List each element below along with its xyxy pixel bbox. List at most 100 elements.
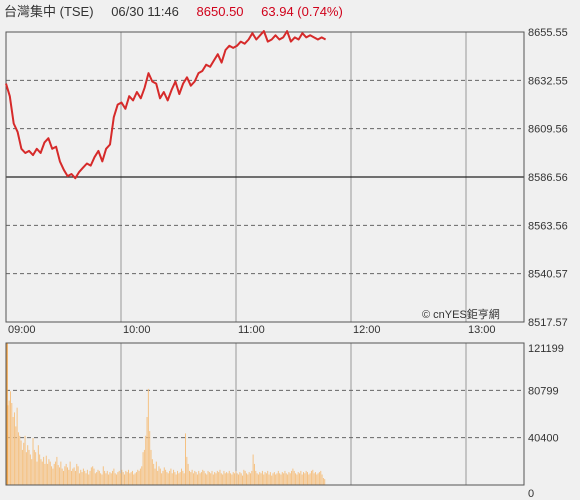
volume-bar [138, 470, 140, 485]
volume-bar [110, 473, 112, 485]
volume-bar [297, 472, 299, 485]
volume-bar [88, 474, 90, 485]
volume-bar [36, 461, 38, 485]
cnyes-watermark: © cnYES鉅亨網 [422, 307, 500, 321]
price-series-line [5, 30, 327, 180]
volume-bar [149, 431, 151, 485]
time-x-tick-label: 12:00 [353, 324, 381, 336]
volume-bar [293, 470, 295, 485]
volume-bar [255, 470, 257, 485]
volume-bar [231, 474, 233, 485]
volume-bar [276, 473, 278, 485]
volume-bar [303, 472, 304, 485]
volume-bar [242, 475, 244, 485]
volume-bar [131, 470, 133, 485]
volume-bar [177, 470, 179, 485]
volume-bar [175, 474, 177, 485]
volume-bar [216, 470, 218, 485]
volume-bar [25, 452, 27, 485]
volume-bar [295, 473, 297, 485]
quote-header: 台灣集中 (TSE) 06/30 11:46 8650.50 63.94 (0.… [4, 1, 357, 19]
volume-bar [53, 463, 55, 485]
volume-bar [80, 469, 82, 485]
volume-bar [253, 463, 255, 485]
volume-bar [48, 459, 50, 485]
volume-bar [313, 473, 315, 485]
volume-bar [252, 454, 254, 485]
volume-bar [61, 468, 63, 485]
volume-bar [299, 473, 301, 485]
volume-bar [63, 470, 65, 485]
volume-bar [121, 469, 123, 485]
price-y-tick-label: 8632.55 [528, 75, 568, 87]
volume-bar [113, 468, 115, 485]
volume-bar [57, 465, 59, 485]
volume-bar [23, 442, 25, 485]
volume-bar [64, 466, 66, 485]
volume-bar [219, 469, 221, 485]
volume-bar [122, 472, 124, 485]
volume-bar [308, 474, 310, 485]
price-y-tick-label: 8563.56 [528, 220, 568, 232]
volume-bar [167, 473, 169, 485]
volume-bar [301, 474, 303, 485]
volume-bar [281, 472, 283, 485]
volume-bar [318, 472, 320, 485]
volume-bar [165, 469, 167, 485]
volume-bar [289, 473, 291, 485]
volume-bar [21, 449, 23, 485]
volume-bar [249, 473, 251, 485]
volume-bar [208, 472, 210, 485]
volume-bar [15, 426, 17, 485]
volume-bar [108, 474, 110, 485]
volume-y-tick-label: 80799 [528, 385, 559, 397]
volume-bar [268, 474, 270, 485]
volume-bar [29, 454, 31, 485]
volume-bar [291, 470, 293, 485]
volume-bar [129, 473, 131, 485]
volume-bar [105, 473, 107, 485]
volume-bar [49, 461, 51, 485]
volume-bar [265, 473, 267, 485]
volume-bar [210, 473, 212, 485]
volume-bar [284, 470, 286, 485]
volume-bar [305, 470, 307, 485]
index-name: 台灣集中 (TSE) [4, 4, 94, 19]
volume-bar [32, 438, 34, 485]
volume-bar [324, 479, 326, 485]
volume-bar [243, 469, 245, 485]
volume-bar [153, 463, 155, 485]
volume-bar [17, 432, 19, 485]
volume-bar [275, 474, 277, 485]
volume-bar [20, 440, 22, 485]
volume-bar [204, 473, 206, 485]
volume-bar [127, 469, 129, 485]
volume-bar [159, 468, 161, 485]
volume-bar [130, 472, 132, 485]
volume-bar [236, 473, 238, 485]
volume-bar [133, 474, 135, 485]
quote-datetime: 06/30 11:46 [111, 4, 179, 19]
volume-bar [163, 467, 165, 485]
volume-bar [215, 473, 217, 485]
volume-y-tick-label: 121199 [528, 343, 564, 355]
volume-bar [170, 468, 172, 485]
volume-bar [59, 467, 61, 485]
price-change: 63.94 (0.74%) [261, 4, 343, 19]
volume-bar [56, 456, 58, 485]
volume-bar [188, 470, 190, 485]
volume-bar [13, 412, 15, 485]
volume-bar [240, 473, 242, 485]
volume-bar [320, 470, 322, 485]
volume-bar [196, 474, 198, 485]
volume-bar [238, 474, 240, 485]
volume-bar [206, 474, 208, 485]
volume-bar [279, 473, 281, 485]
volume-bar [212, 474, 214, 485]
volume-bar [98, 470, 100, 485]
volume-bar [43, 456, 45, 485]
time-x-tick-label: 10:00 [123, 324, 151, 336]
volume-bar [226, 472, 228, 485]
